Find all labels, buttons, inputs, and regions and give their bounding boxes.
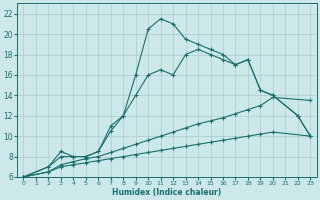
X-axis label: Humidex (Indice chaleur): Humidex (Indice chaleur) <box>112 188 221 197</box>
